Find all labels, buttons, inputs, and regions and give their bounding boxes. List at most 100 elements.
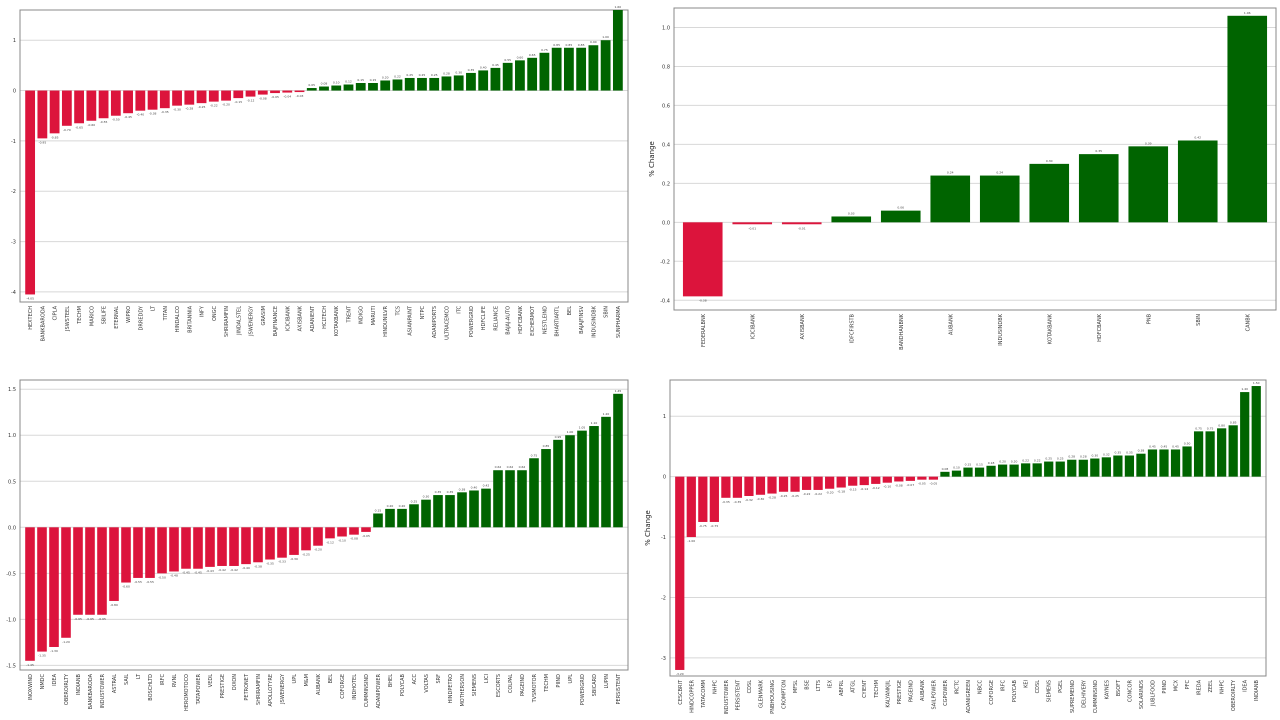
data-label: 0.32 xyxy=(1103,452,1110,456)
x-tick-label: BANKBARODA xyxy=(88,673,94,709)
data-label: 0.05 xyxy=(308,83,315,87)
bar xyxy=(1177,140,1218,223)
x-tick-label: NHPC xyxy=(712,680,718,695)
bar xyxy=(85,527,95,615)
x-tick-label: BAJFINANCE xyxy=(273,306,279,336)
bar xyxy=(825,476,835,489)
data-label: -0.22 xyxy=(210,104,218,108)
x-tick-label: PERSISTENT xyxy=(616,673,622,704)
x-tick-label: GLENMARK xyxy=(758,679,764,708)
bar xyxy=(1228,425,1238,477)
data-label: -0.20 xyxy=(826,491,834,495)
x-tick-label: PNBHOUSING xyxy=(770,680,776,714)
x-tick-label: KOTAKBANK xyxy=(334,305,340,336)
x-tick-label: HINDALCO xyxy=(175,306,181,332)
data-label: -0.25 xyxy=(302,552,310,556)
data-label: -0.25 xyxy=(198,105,206,109)
bar xyxy=(184,90,195,105)
data-label: -1.35 xyxy=(38,654,46,658)
y-tick-label: -0.4 xyxy=(660,298,670,304)
x-tick-label: RELIANCE xyxy=(493,306,499,331)
bar xyxy=(553,439,563,528)
data-label: -0.45 xyxy=(124,115,132,119)
x-tick-label: RVNL xyxy=(172,674,178,687)
data-label: -0.18 xyxy=(837,490,845,494)
bar xyxy=(368,83,378,91)
bar xyxy=(193,527,203,569)
bar xyxy=(600,40,611,91)
bar xyxy=(169,527,179,572)
data-label: -0.75 xyxy=(710,524,718,528)
data-label: 0.20 xyxy=(387,504,394,508)
x-tick-label: NMDC xyxy=(40,674,46,690)
bar xyxy=(282,90,293,93)
bar xyxy=(1240,392,1250,477)
bar xyxy=(1124,455,1135,477)
bar xyxy=(505,470,515,528)
bar xyxy=(721,476,731,498)
x-tick-label: PFC xyxy=(1185,679,1191,689)
x-tick-label: BSE xyxy=(805,680,811,690)
x-tick-label: INDUSINDBK xyxy=(998,313,1004,345)
bar xyxy=(157,527,167,574)
x-tick-label: INDIGO xyxy=(359,306,365,324)
x-tick-label: TVSMOTOR xyxy=(532,673,538,703)
bar xyxy=(709,476,719,522)
data-label: 0.42 xyxy=(1194,135,1201,139)
x-tick-label: HINDCOPPER xyxy=(689,679,695,712)
x-tick-label: TITAN xyxy=(163,306,169,322)
bar xyxy=(331,85,342,91)
data-label: -0.10 xyxy=(883,485,891,489)
bar xyxy=(905,476,915,481)
data-label: 0.10 xyxy=(953,466,960,470)
x-tick-label: MFSL xyxy=(793,680,799,693)
y-tick-label: 0.4 xyxy=(662,142,670,148)
data-label: 0.45 xyxy=(1149,444,1156,448)
data-label: 0.85 xyxy=(1230,420,1237,424)
bar xyxy=(380,80,391,91)
x-tick-label: KOTAKBANK xyxy=(1047,313,1053,344)
x-tick-label: POLYCAB xyxy=(1012,679,1018,702)
bar xyxy=(551,47,562,91)
x-tick-label: OBEROIRLTY xyxy=(64,673,70,705)
bar xyxy=(355,83,366,91)
x-tick-label: ICICIBANK xyxy=(285,305,291,331)
data-label: 0.22 xyxy=(1022,458,1029,462)
x-tick-label: LT xyxy=(136,673,142,679)
data-label: -0.25 xyxy=(791,494,799,498)
x-tick-label: AUBANK xyxy=(948,313,954,335)
data-label: 0.40 xyxy=(480,65,487,69)
data-label: 0.20 xyxy=(382,75,389,79)
bar xyxy=(97,527,107,615)
data-label: 0.08 xyxy=(942,467,949,471)
x-tick-label: CGPOWER xyxy=(943,679,949,705)
x-tick-label: HDFCBANK xyxy=(1097,313,1103,342)
data-label: 0.75 xyxy=(1195,426,1202,430)
x-tick-label: KEI xyxy=(1024,680,1030,688)
x-tick-label: ZEEL xyxy=(1208,680,1214,693)
data-label: 0.90 xyxy=(590,40,597,44)
bar xyxy=(98,90,109,119)
bar xyxy=(589,426,599,528)
bar-chart-svg: -1.5 -1.0 -0.5 0.0 0.5 1.0 1.5 -1.45 INOXWIND -1.… xyxy=(6,379,629,711)
x-tick-label: ADANIPOWER xyxy=(376,673,382,708)
data-label: -0.12 xyxy=(872,486,880,490)
data-label: -1.20 xyxy=(62,640,70,644)
x-tick-label: KALYANKJIL xyxy=(885,680,891,708)
data-label: -0.40 xyxy=(136,113,144,117)
data-label: -0.60 xyxy=(122,585,130,589)
data-label: 0.28 xyxy=(443,71,450,75)
x-tick-label: CESCBRIT xyxy=(678,679,684,705)
x-tick-label: IRFC xyxy=(1001,680,1007,692)
bar xyxy=(940,471,950,477)
x-tick-label: INDUSTOWER xyxy=(100,673,106,708)
data-label: -0.08 xyxy=(350,537,358,541)
x-tick-label: JSWENERGY xyxy=(280,673,286,705)
x-tick-label: HINDPETRO xyxy=(448,674,454,704)
bar xyxy=(917,476,927,480)
bar xyxy=(493,470,503,528)
bar xyxy=(421,499,431,528)
data-label: 0.62 xyxy=(507,465,514,469)
data-label: 0.45 xyxy=(1161,444,1168,448)
data-label: -0.05 xyxy=(930,482,938,486)
